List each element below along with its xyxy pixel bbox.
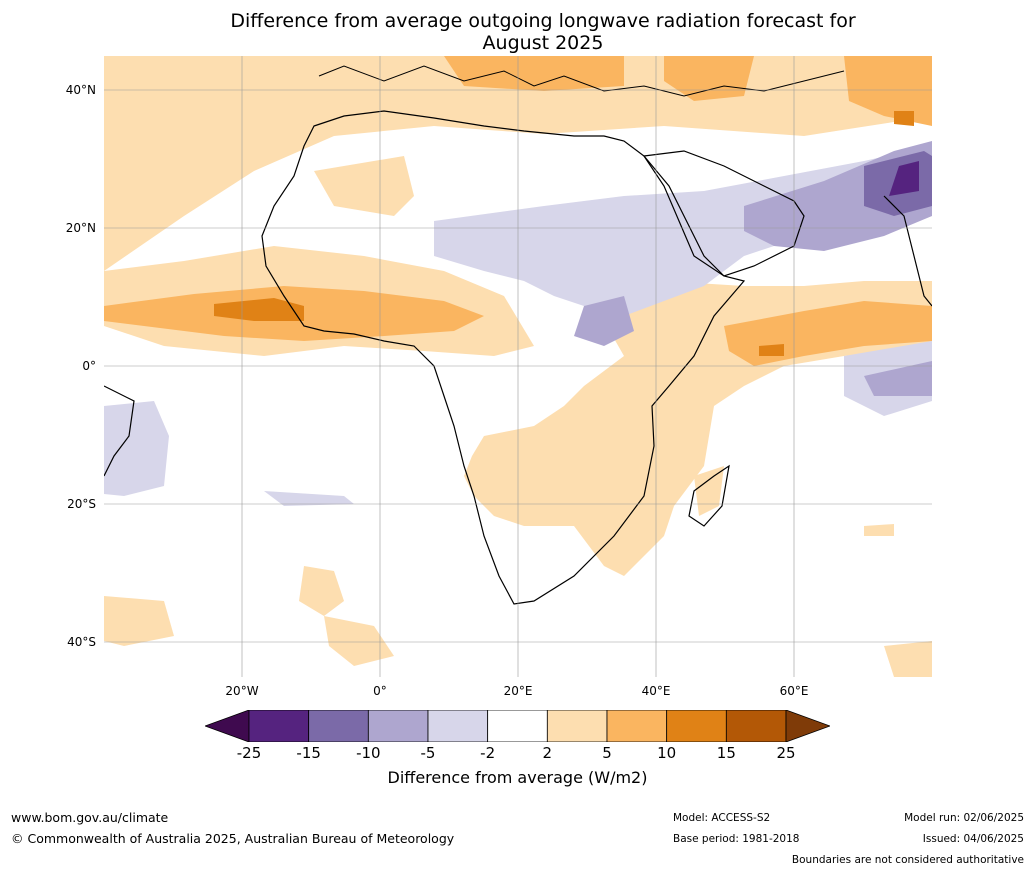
lon-label-20w: 20°W <box>225 684 259 698</box>
footer-website[interactable]: www.bom.gov.au/climate <box>11 810 169 825</box>
colorbar-segment <box>546 710 608 742</box>
anomaly-deep-purple <box>889 161 919 196</box>
lat-label-40n: 40°N <box>65 83 96 97</box>
colorbar-tick-label: -5 <box>420 744 436 762</box>
colorbar-tick-label: 15 <box>716 744 736 762</box>
colorbar-segment <box>487 710 548 742</box>
title-line-1: Difference from average outgoing longwav… <box>230 10 856 32</box>
colorbar-segment <box>367 710 429 742</box>
footer-copyright: © Commonwealth of Australia 2025, Austra… <box>11 831 455 846</box>
colorbar-tick-label: 10 <box>657 744 677 762</box>
colorbar-tick-label: -25 <box>236 744 262 762</box>
europe-coastline <box>318 65 845 97</box>
colorbar-segment <box>606 710 668 742</box>
colorbar-segment <box>308 710 369 742</box>
colorbar-title: Difference from average (W/m2) <box>387 768 648 787</box>
colorbar-segment <box>666 710 727 742</box>
lat-label-20s: 20°S <box>67 497 96 511</box>
footer-disclaimer: Boundaries are not considered authoritat… <box>791 854 1024 866</box>
colorbar-segment <box>248 710 310 742</box>
anomaly-light-orange <box>104 56 932 677</box>
lat-label-40s: 40°S <box>67 635 96 649</box>
south-america-coastline <box>104 385 135 477</box>
lon-label-20e: 20°E <box>503 684 533 698</box>
footer-model-run: Model run: 02/06/2025 <box>904 812 1024 824</box>
colorbar-arrow-low <box>205 710 250 742</box>
colorbar-arrow-high <box>785 710 830 742</box>
olr-anomaly-map <box>104 56 932 677</box>
anomaly-dark-orange <box>214 111 914 356</box>
lon-label-0: 0° <box>373 684 387 698</box>
colorbar-tick-label: 2 <box>542 744 553 762</box>
colorbar-segment <box>427 710 489 742</box>
africa-coastline <box>261 110 746 605</box>
colorbar-tick-label: 5 <box>602 744 612 762</box>
footer-issued: Issued: 04/06/2025 <box>922 833 1024 845</box>
footer-model: Model: ACCESS-S2 <box>673 812 771 824</box>
gridlines <box>104 56 932 677</box>
lat-label-20n: 20°N <box>65 221 96 235</box>
colorbar-segment <box>725 710 787 742</box>
madagascar-coastline <box>688 464 730 527</box>
lat-label-equator: 0° <box>82 359 96 373</box>
colorbar <box>205 710 830 742</box>
lon-label-60e: 60°E <box>779 684 809 698</box>
footer-base-period: Base period: 1981-2018 <box>673 833 800 845</box>
lon-label-40e: 40°E <box>641 684 671 698</box>
colorbar-tick-label: -2 <box>480 744 496 762</box>
map-title: Difference from average outgoing longwav… <box>150 10 936 54</box>
colorbar-tick-label: 25 <box>776 744 796 762</box>
india-coastline <box>883 195 932 307</box>
colorbar-tick-label: -15 <box>296 744 321 762</box>
title-line-2: August 2025 <box>482 32 604 54</box>
colorbar-tick-label: -10 <box>356 744 381 762</box>
